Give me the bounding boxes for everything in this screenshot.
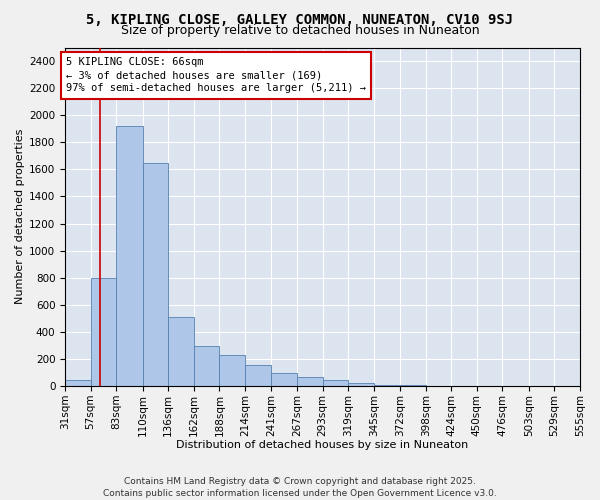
Bar bbox=[194, 346, 220, 386]
Text: Contains HM Land Registry data © Crown copyright and database right 2025.
Contai: Contains HM Land Registry data © Crown c… bbox=[103, 476, 497, 498]
Bar bbox=[169, 317, 194, 386]
Bar bbox=[297, 376, 323, 386]
X-axis label: Distribution of detached houses by size in Nuneaton: Distribution of detached houses by size … bbox=[176, 440, 469, 450]
Text: Size of property relative to detached houses in Nuneaton: Size of property relative to detached ho… bbox=[121, 24, 479, 37]
Bar bbox=[65, 380, 91, 386]
Text: 5 KIPLING CLOSE: 66sqm
← 3% of detached houses are smaller (169)
97% of semi-det: 5 KIPLING CLOSE: 66sqm ← 3% of detached … bbox=[66, 57, 366, 94]
Text: 5, KIPLING CLOSE, GALLEY COMMON, NUNEATON, CV10 9SJ: 5, KIPLING CLOSE, GALLEY COMMON, NUNEATO… bbox=[86, 12, 514, 26]
Bar bbox=[116, 126, 143, 386]
Bar bbox=[91, 278, 116, 386]
Bar bbox=[374, 384, 400, 386]
Bar bbox=[220, 355, 245, 386]
Bar bbox=[348, 382, 374, 386]
Bar bbox=[245, 365, 271, 386]
Bar bbox=[143, 162, 169, 386]
Y-axis label: Number of detached properties: Number of detached properties bbox=[15, 129, 25, 304]
Bar bbox=[323, 380, 348, 386]
Bar bbox=[400, 385, 426, 386]
Bar bbox=[271, 372, 297, 386]
